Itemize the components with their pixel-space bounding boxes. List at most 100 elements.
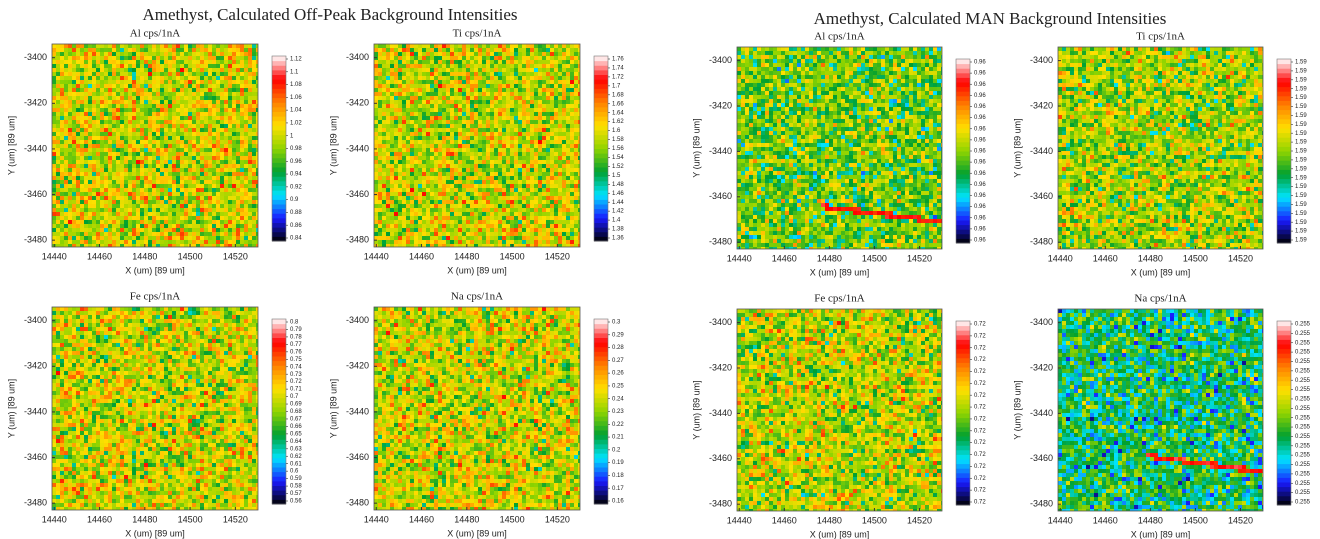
- heatmap-cell: [96, 96, 100, 100]
- heatmap-cell: [108, 56, 112, 60]
- heatmap-cell: [100, 164, 104, 168]
- heatmap-cell: [232, 108, 236, 112]
- heatmap-cell: [140, 76, 144, 80]
- heatmap-cell: [228, 144, 232, 148]
- heatmap-cell: [180, 80, 184, 84]
- heatmap-cell: [192, 88, 196, 92]
- heatmap-cell: [68, 112, 72, 116]
- heatmap-cell: [232, 68, 236, 72]
- heatmap-cell: [140, 124, 144, 128]
- heatmap-cell: [72, 72, 76, 76]
- heatmap-cell: [108, 152, 112, 156]
- heatmap-cell: [152, 128, 156, 132]
- heatmap-cell: [100, 56, 104, 60]
- heatmap-cell: [68, 172, 72, 176]
- heatmap-cell: [248, 168, 252, 172]
- heatmap-cell: [220, 108, 224, 112]
- heatmap-cell: [56, 72, 60, 76]
- heatmap-cell: [120, 112, 124, 116]
- heatmap-cell: [116, 116, 120, 120]
- heatmap-cell: [236, 104, 240, 108]
- heatmap-cell: [88, 44, 92, 48]
- heatmap-cell: [212, 164, 216, 168]
- heatmap-cell: [248, 116, 252, 120]
- heatmap-cell: [236, 124, 240, 128]
- heatmap-cell: [228, 172, 232, 176]
- heatmap-cell: [228, 64, 232, 68]
- heatmap-cell: [228, 132, 232, 136]
- heatmap-cell: [220, 72, 224, 76]
- heatmap-cell: [116, 148, 120, 152]
- heatmap-cell: [220, 56, 224, 60]
- heatmap-cell: [112, 116, 116, 120]
- heatmap-cell: [76, 56, 80, 60]
- heatmap-cell: [104, 152, 108, 156]
- heatmap-cell: [76, 168, 80, 172]
- heatmap-cell: [252, 136, 256, 140]
- heatmap-cell: [112, 168, 116, 172]
- heatmap-cell: [144, 60, 148, 64]
- heatmap-cell: [232, 124, 236, 128]
- heatmap-cell: [168, 72, 172, 76]
- heatmap-cell: [84, 76, 88, 80]
- heatmap-cell: [180, 92, 184, 96]
- heatmap-cell: [76, 160, 80, 164]
- heatmap-cell: [136, 88, 140, 92]
- heatmap-cell: [52, 60, 56, 64]
- heatmap-cell: [88, 128, 92, 132]
- heatmap-cell: [136, 56, 140, 60]
- heatmap-cell: [92, 160, 96, 164]
- heatmap-cell: [204, 112, 208, 116]
- heatmap-cell: [224, 52, 228, 56]
- heatmap-cell: [196, 44, 200, 48]
- heatmap-cell: [184, 136, 188, 140]
- heatmap-cell: [160, 168, 164, 172]
- heatmap-cell: [88, 88, 92, 92]
- heatmap-cell: [172, 92, 176, 96]
- heatmap-cell: [116, 100, 120, 104]
- heatmap-cell: [56, 132, 60, 136]
- heatmap-cell: [228, 80, 232, 84]
- heatmap-cell: [224, 92, 228, 96]
- heatmap-cell: [160, 148, 164, 152]
- heatmap-cell: [244, 152, 248, 156]
- heatmap-cell: [216, 172, 220, 176]
- heatmap-cell: [200, 88, 204, 92]
- heatmap-cell: [156, 172, 160, 176]
- heatmap-cell: [72, 108, 76, 112]
- heatmap-cell: [104, 80, 108, 84]
- heatmap-cell: [196, 64, 200, 68]
- heatmap-cell: [224, 104, 228, 108]
- heatmap-cell: [172, 64, 176, 68]
- heatmap-cell: [116, 60, 120, 64]
- heatmap-cell: [204, 84, 208, 88]
- heatmap-cell: [128, 152, 132, 156]
- heatmap-cell: [172, 60, 176, 64]
- heatmap-cell: [112, 108, 116, 112]
- heatmap-cell: [148, 100, 152, 104]
- heatmap-cell: [188, 76, 192, 80]
- heatmap-cell: [160, 104, 164, 108]
- heatmap-cell: [208, 80, 212, 84]
- heatmap-cell: [160, 152, 164, 156]
- heatmap-cell: [224, 108, 228, 112]
- heatmap-cell: [192, 64, 196, 68]
- heatmap-cell: [208, 124, 212, 128]
- heatmap-cell: [84, 88, 88, 92]
- heatmap-cell: [196, 132, 200, 136]
- heatmap-cell: [136, 168, 140, 172]
- heatmap-cell: [132, 124, 136, 128]
- heatmap-cell: [76, 68, 80, 72]
- heatmap-cell: [140, 68, 144, 72]
- heatmap-cell: [232, 44, 236, 48]
- heatmap-cell: [232, 156, 236, 160]
- heatmap-cell: [196, 144, 200, 148]
- heatmap-cell: [92, 132, 96, 136]
- heatmap-cell: [184, 120, 188, 124]
- heatmap-cell: [196, 76, 200, 80]
- heatmap-cell: [232, 96, 236, 100]
- heatmap-cell: [68, 124, 72, 128]
- heatmap-cell: [140, 156, 144, 160]
- heatmap-cell: [240, 80, 244, 84]
- heatmap-cell: [120, 44, 124, 48]
